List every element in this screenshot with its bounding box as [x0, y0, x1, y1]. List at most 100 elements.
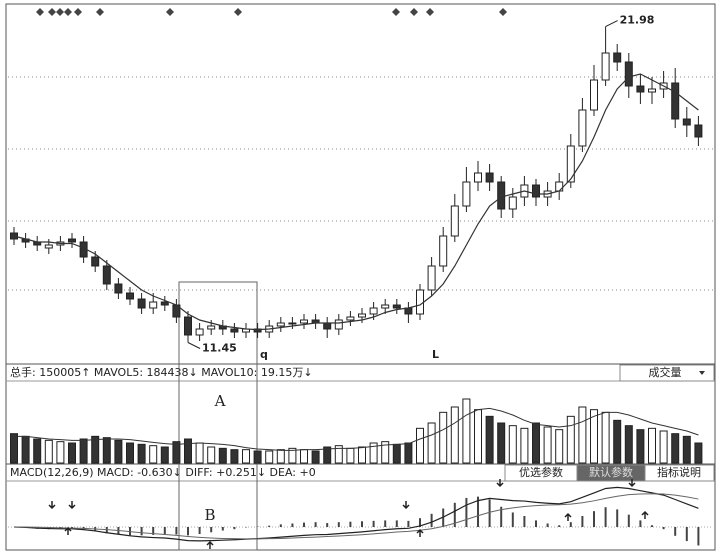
- volume-bar: [543, 426, 552, 464]
- candle-body: [578, 109, 587, 147]
- dea-line: [14, 493, 699, 540]
- box-label: B: [204, 506, 215, 524]
- indicator-select-label[interactable]: 成交量: [649, 365, 682, 379]
- volume-bar: [218, 447, 227, 464]
- volume-header: 总手: 150005↑ MAVOL5: 184438↓ MAVOL10: 19.…: [10, 365, 313, 379]
- candle-body: [276, 322, 285, 327]
- signal-arrow: [64, 526, 72, 535]
- button[interactable]: [644, 464, 715, 482]
- volume-bar: [334, 445, 343, 464]
- candle-body: [624, 61, 633, 87]
- signal-diamond: [499, 8, 507, 16]
- candle-body: [207, 325, 216, 330]
- volume-bar: [427, 422, 436, 464]
- candle-body: [102, 265, 111, 285]
- candle-body: [566, 145, 575, 183]
- volume-bar: [68, 442, 76, 464]
- candle-body: [613, 52, 622, 63]
- max-label: 21.98: [620, 14, 655, 27]
- signal-arrow: [641, 510, 649, 519]
- volume-bar: [358, 446, 366, 464]
- dropdown-arrow: [699, 371, 705, 375]
- candle-body: [601, 52, 610, 81]
- volume-bar: [288, 447, 297, 464]
- button-label[interactable]: 指标说明: [657, 465, 701, 479]
- candle-body: [184, 316, 192, 336]
- candle-body: [636, 85, 645, 93]
- volume-bar: [276, 449, 285, 464]
- signal-diamond: [410, 8, 418, 16]
- volume-bar: [21, 435, 30, 464]
- macd-header: MACD(12,26,9) MACD: -0.630↓ DIFF: +0.251…: [10, 466, 316, 479]
- indicator-select[interactable]: [619, 364, 715, 382]
- button-label[interactable]: 优选参数: [519, 465, 563, 479]
- signal-diamond: [166, 8, 174, 16]
- volume-bar: [114, 439, 123, 464]
- candle-body: [485, 172, 494, 183]
- volume-bar: [33, 438, 42, 464]
- candle-body: [450, 205, 459, 237]
- candle-body: [68, 238, 76, 243]
- candle-body: [300, 319, 308, 324]
- volume-bar: [300, 449, 308, 464]
- signal-arrow: [206, 540, 214, 549]
- signal-diamond: [74, 8, 82, 16]
- volume-bar: [555, 429, 564, 464]
- volume-bar: [44, 439, 53, 464]
- candle-body: [358, 313, 366, 318]
- candle-body: [334, 319, 343, 330]
- volume-bar: [613, 419, 622, 464]
- signal-diamond: [36, 8, 44, 16]
- ma-line: [13, 73, 699, 331]
- candle-body: [416, 289, 424, 315]
- highlight-box: [178, 281, 258, 551]
- volume-bar: [346, 447, 355, 464]
- volume-bar: [636, 429, 645, 464]
- candle-body: [381, 304, 390, 309]
- volume-bar: [184, 438, 192, 464]
- volume-bar: [172, 441, 181, 464]
- box-label: A: [214, 392, 226, 410]
- volume-bar: [416, 427, 424, 464]
- volume-bar: [404, 442, 413, 464]
- candle-body: [555, 181, 564, 192]
- volume-bar: [474, 409, 482, 464]
- volume-bar: [242, 449, 250, 464]
- min-label: 11.45: [202, 342, 237, 355]
- volume-bar: [450, 406, 459, 464]
- volume-bar: [601, 411, 610, 464]
- volume-bar: [265, 450, 274, 464]
- volume-bar: [392, 443, 401, 464]
- volume-bar: [91, 435, 100, 464]
- candle-body: [532, 184, 540, 198]
- volume-bar: [230, 449, 239, 464]
- signal-diamond: [234, 8, 242, 16]
- candle-body: [474, 172, 482, 183]
- volume-bar: [520, 427, 529, 464]
- candle-body: [126, 292, 134, 300]
- candle-body: [497, 181, 506, 210]
- candle-body: [91, 256, 100, 267]
- signal-arrow: [402, 501, 410, 510]
- volume-bar: [532, 422, 540, 464]
- candle-body: [462, 181, 471, 207]
- volume-bar: [485, 415, 494, 464]
- signal-diamond: [56, 8, 64, 16]
- pointer: [605, 20, 618, 28]
- candle-body: [369, 307, 378, 315]
- candle-body: [439, 235, 448, 267]
- candle-body: [671, 82, 680, 120]
- candle-body: [137, 298, 146, 309]
- signal-diamond: [48, 8, 56, 16]
- candle-body: [160, 301, 169, 306]
- button-label[interactable]: 默认参数: [589, 465, 633, 479]
- volume-bar: [508, 425, 517, 464]
- volume-bar: [578, 406, 587, 464]
- volume-bar: [253, 450, 262, 464]
- volume-bar: [439, 411, 448, 464]
- volume-bar: [462, 398, 471, 464]
- volume-bar: [694, 442, 703, 464]
- candle-body: [694, 124, 703, 138]
- volume-bar: [137, 443, 146, 464]
- volume-bar: [160, 446, 169, 464]
